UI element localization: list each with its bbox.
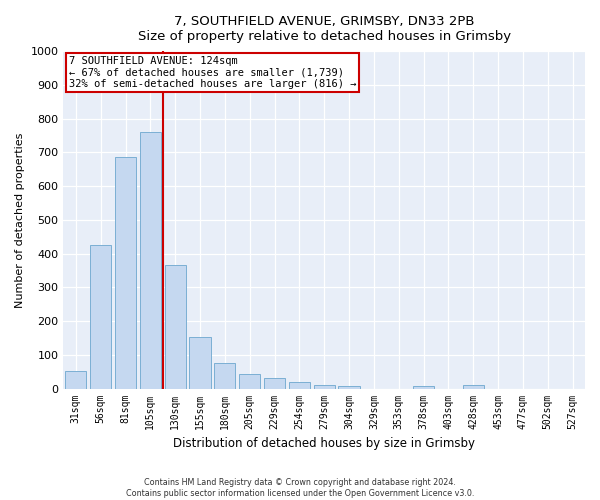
Bar bbox=[314, 385, 335, 388]
Bar bbox=[289, 382, 310, 388]
X-axis label: Distribution of detached houses by size in Grimsby: Distribution of detached houses by size … bbox=[173, 437, 475, 450]
Title: 7, SOUTHFIELD AVENUE, GRIMSBY, DN33 2PB
Size of property relative to detached ho: 7, SOUTHFIELD AVENUE, GRIMSBY, DN33 2PB … bbox=[137, 15, 511, 43]
Bar bbox=[239, 374, 260, 388]
Bar bbox=[65, 371, 86, 388]
Bar bbox=[90, 245, 111, 388]
Bar bbox=[140, 132, 161, 388]
Text: Contains HM Land Registry data © Crown copyright and database right 2024.
Contai: Contains HM Land Registry data © Crown c… bbox=[126, 478, 474, 498]
Bar bbox=[164, 266, 186, 388]
Bar bbox=[413, 386, 434, 388]
Bar bbox=[264, 378, 285, 388]
Bar bbox=[190, 337, 211, 388]
Bar bbox=[338, 386, 359, 388]
Bar bbox=[214, 363, 235, 388]
Bar bbox=[463, 385, 484, 388]
Y-axis label: Number of detached properties: Number of detached properties bbox=[15, 132, 25, 308]
Bar bbox=[115, 158, 136, 388]
Text: 7 SOUTHFIELD AVENUE: 124sqm
← 67% of detached houses are smaller (1,739)
32% of : 7 SOUTHFIELD AVENUE: 124sqm ← 67% of det… bbox=[68, 56, 356, 90]
